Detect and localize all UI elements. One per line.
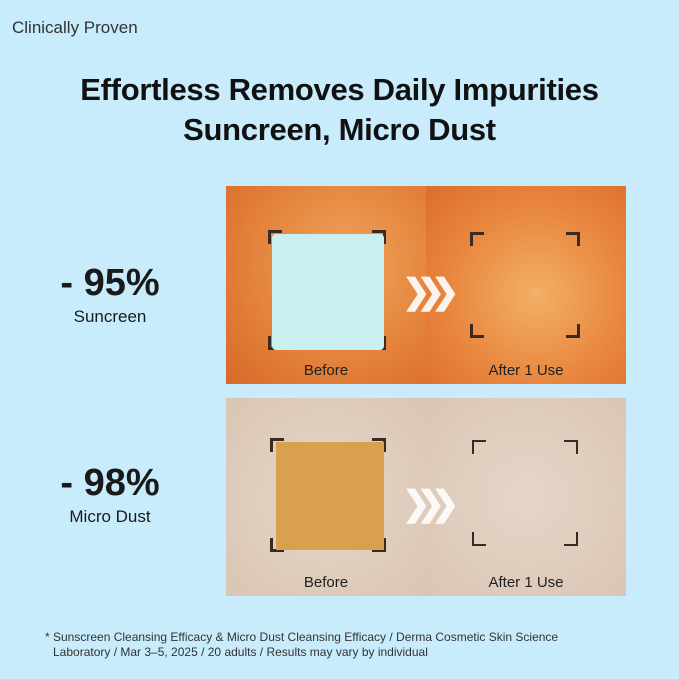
footnote-line1: * Sunscreen Cleansing Efficacy & Micro D… [45,630,559,644]
stat-value: - 98% [60,462,160,504]
chevron-right-icon: ❯❯❯ [402,485,460,523]
suncreen-stat: - 95% Suncreen [20,262,200,327]
headline-line2: Suncreen, Micro Dust [183,112,496,147]
before-caption: Before [303,574,349,591]
before-image: Before [226,186,426,384]
clinically-proven-label: Clinically Proven [12,18,138,37]
micro-dust-comparison-image: Before After 1 Use ❯❯❯ [226,398,626,596]
footnote: * Sunscreen Cleansing Efficacy & Micro D… [45,630,605,660]
before-image: Before [226,398,426,596]
sunscreen-patch [272,234,384,350]
after-image: After 1 Use [426,186,626,384]
after-caption: After 1 Use [488,574,564,591]
stat-value: - 95% [60,262,160,304]
suncreen-comparison-image: Before After 1 Use ❯❯❯ [226,186,626,384]
chevron-right-icon: ❯❯❯ [402,273,460,311]
stat-label: Micro Dust [69,507,151,526]
stat-label: Suncreen [73,307,147,326]
before-caption: Before [303,362,349,379]
headline-line1: Effortless Removes Daily Impurities [80,72,599,107]
footnote-line2: Laboratory / Mar 3–5, 2025 / 20 adults /… [53,645,428,659]
micro-dust-stat: - 98% Micro Dust [20,462,200,527]
after-image: After 1 Use [426,398,626,596]
after-caption: After 1 Use [488,362,564,379]
dust-patch [276,442,384,550]
